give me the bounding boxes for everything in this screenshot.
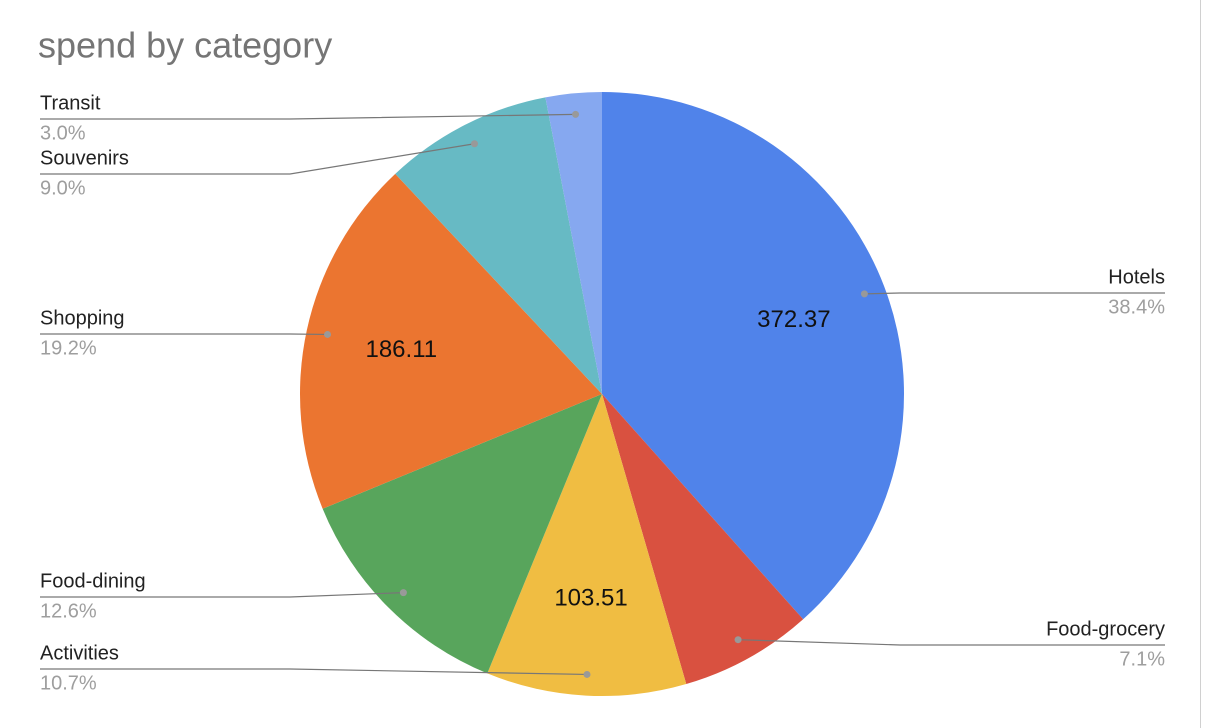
category-label: Food-grocery [1046,618,1165,640]
category-label: Hotels [1108,266,1165,288]
leader-dot [860,290,868,298]
category-label: Transit [40,92,101,114]
chart-title: spend by category [38,25,332,66]
data-label: 186.11 [365,336,437,363]
leader-line [864,292,1165,295]
pie-slice [322,394,602,674]
pie-slice [395,97,602,395]
percent-label: 12.6% [40,600,97,622]
category-label: Shopping [40,307,125,329]
percent-label: 7.1% [1119,648,1165,670]
leader-line [40,668,588,676]
percent-label: 10.7% [40,672,97,694]
pie-slice [299,173,602,509]
percent-label: 38.4% [1108,296,1165,318]
data-label: 372.37 [757,306,830,333]
leader-dot [324,330,332,338]
leader-line [40,591,404,598]
pie-slice [545,92,602,394]
pie-slice [602,394,804,685]
data-label: 103.51 [554,584,627,611]
leader-line [738,639,1165,646]
pie-slice [602,92,905,620]
leader-line [40,143,475,175]
category-label: Activities [40,642,119,664]
leader-dot [399,589,407,597]
percent-label: 9.0% [40,177,86,199]
leader-line [40,113,576,120]
leader-dot [583,670,591,678]
leader-dot [734,636,742,644]
pie-slice [487,394,687,696]
leader-dot [572,110,580,118]
percent-label: 3.0% [40,122,86,144]
category-label: Food-dining [40,570,146,592]
category-label: Souvenirs [40,147,129,169]
leader-dot [470,140,478,148]
percent-label: 19.2% [40,337,97,359]
